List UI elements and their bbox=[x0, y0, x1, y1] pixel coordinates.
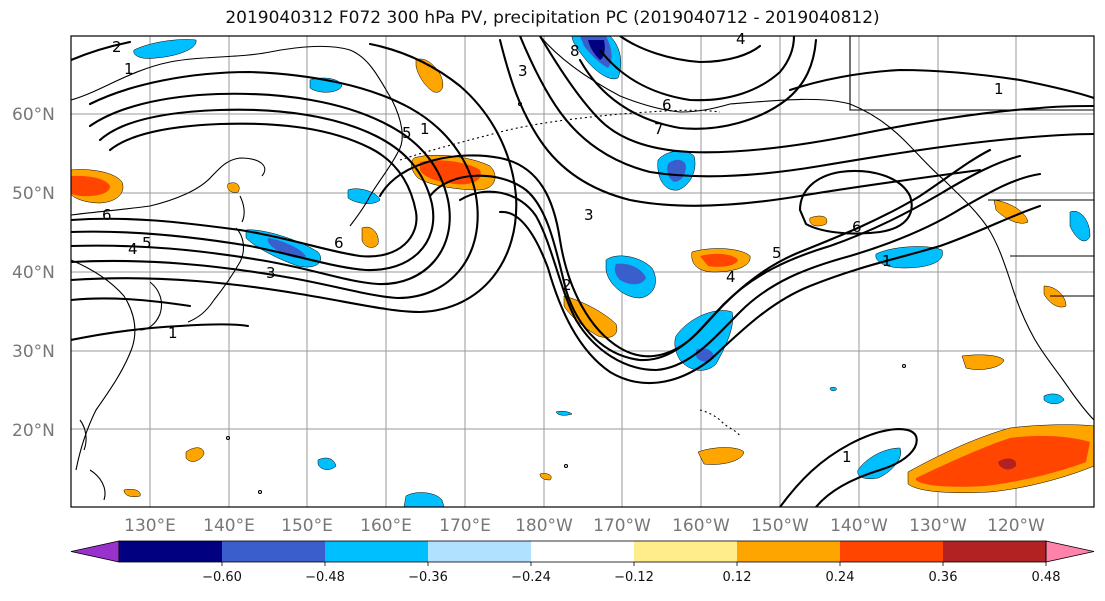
colorbar-tick-label: −0.60 bbox=[202, 570, 242, 585]
contour-label: 3 bbox=[518, 62, 528, 80]
lon-label: 130°E bbox=[124, 516, 176, 536]
contour-label: 3 bbox=[584, 206, 594, 224]
gridlines bbox=[71, 36, 1094, 507]
colorbar-bin bbox=[119, 541, 223, 562]
contour-label: 8 bbox=[570, 42, 580, 60]
colorbar-tick-label: 0.12 bbox=[723, 570, 752, 585]
contour-label: 4 bbox=[128, 240, 138, 258]
lat-label: 50°N bbox=[12, 184, 55, 204]
lon-label: 160°E bbox=[360, 516, 412, 536]
colorbar-bin bbox=[840, 541, 944, 562]
colorbar-extend-low bbox=[70, 540, 120, 563]
contour-label: 4 bbox=[736, 30, 746, 48]
map-title: 2019040312 F072 300 hPa PV, precipitatio… bbox=[225, 8, 880, 28]
colorbar-extend-high bbox=[1045, 540, 1095, 563]
colorbar-bin bbox=[943, 541, 1047, 562]
contour-label: 1 bbox=[882, 252, 892, 270]
lat-label: 20°N bbox=[12, 421, 55, 441]
contour-label: 5 bbox=[402, 124, 412, 142]
colorbar-bin bbox=[428, 541, 532, 562]
contour-label: 6 bbox=[852, 218, 862, 236]
precip-positive-shading bbox=[71, 58, 1094, 497]
colorbar-bin bbox=[222, 541, 326, 562]
lon-label: 180°W bbox=[515, 516, 573, 536]
lon-label: 130°W bbox=[909, 516, 967, 536]
colorbar-bin bbox=[634, 541, 738, 562]
contour-label: 2 bbox=[562, 276, 572, 294]
lat-label: 60°N bbox=[12, 105, 55, 125]
contour-label: 5 bbox=[142, 234, 152, 252]
precip-negative-shading bbox=[133, 36, 1091, 507]
lon-label: 160°W bbox=[672, 516, 730, 536]
colorbar-bin bbox=[531, 541, 635, 562]
contour-label: 6 bbox=[102, 206, 112, 224]
lat-label: 30°N bbox=[12, 342, 55, 362]
colorbar-bin bbox=[737, 541, 841, 562]
map-frame bbox=[70, 35, 1095, 508]
contour-labels: 2 1 3 8 4 6 7 1 5 1 6 4 5 3 1 3 2 4 5 6 … bbox=[102, 30, 1004, 466]
colorbar bbox=[70, 540, 1095, 563]
colorbar-bin bbox=[325, 541, 429, 562]
contour-label: 6 bbox=[334, 234, 344, 252]
contour-label: 1 bbox=[420, 120, 430, 138]
lon-label: 140°E bbox=[203, 516, 255, 536]
lat-label: 40°N bbox=[12, 263, 55, 283]
latitude-labels: 60°N 50°N 40°N 30°N 20°N bbox=[12, 105, 55, 441]
contour-label: 1 bbox=[124, 60, 134, 78]
longitude-labels: 130°E 140°E 150°E 160°E 170°E 180°W 170°… bbox=[124, 516, 1045, 536]
colorbar-tick-labels: −0.60 −0.48 −0.36 −0.24 −0.12 0.12 0.24 0.36 0.4… bbox=[202, 562, 1061, 585]
contour-label: 5 bbox=[772, 244, 782, 262]
contour-label: 3 bbox=[266, 264, 276, 282]
colorbar-tick-label: −0.24 bbox=[511, 570, 551, 585]
contour-label: 4 bbox=[726, 268, 736, 286]
contour-label: 1 bbox=[168, 324, 178, 342]
lon-label: 140°W bbox=[830, 516, 888, 536]
contour-label: 1 bbox=[994, 80, 1004, 98]
lon-label: 170°E bbox=[439, 516, 491, 536]
colorbar-tick-label: −0.12 bbox=[614, 570, 654, 585]
lon-label: 150°W bbox=[751, 516, 809, 536]
colorbar-tick-label: 0.24 bbox=[826, 570, 855, 585]
lon-label: 170°W bbox=[593, 516, 651, 536]
pv-contours bbox=[71, 36, 1094, 507]
colorbar-tick-label: 0.36 bbox=[929, 570, 958, 585]
contour-label: 7 bbox=[654, 120, 664, 138]
lon-label: 150°E bbox=[281, 516, 333, 536]
colorbar-tick-label: 0.48 bbox=[1032, 570, 1061, 585]
colorbar-tick-label: −0.48 bbox=[305, 570, 345, 585]
contour-label: 6 bbox=[662, 96, 672, 114]
contour-label: 1 bbox=[842, 448, 852, 466]
colorbar-outline bbox=[118, 540, 1047, 563]
lon-label: 120°W bbox=[987, 516, 1045, 536]
colorbar-tick-label: −0.36 bbox=[408, 570, 448, 585]
contour-label: 2 bbox=[112, 38, 122, 56]
